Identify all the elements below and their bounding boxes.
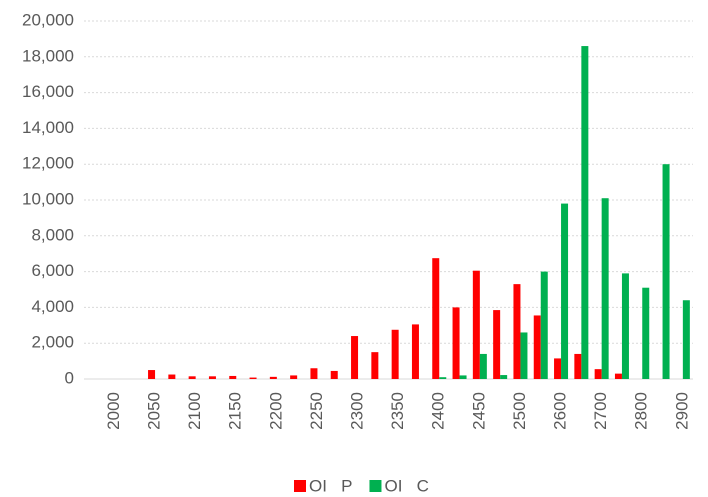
x-tick-label: 2700 [591, 392, 610, 430]
bar [614, 373, 622, 379]
bar [540, 271, 548, 379]
y-tick-label: 18,000 [22, 46, 74, 65]
legend-swatch [294, 480, 306, 492]
bar [168, 374, 176, 379]
x-tick-label: 2050 [145, 392, 164, 430]
x-tick-label: 2150 [226, 392, 245, 430]
y-tick-label: 8,000 [31, 225, 74, 244]
bar [533, 315, 541, 379]
bar [561, 203, 569, 379]
bar [520, 332, 528, 379]
y-tick-label: 16,000 [22, 82, 74, 101]
x-tick-label: 2100 [185, 392, 204, 430]
bar [208, 376, 216, 379]
legend-label: OI P [309, 476, 352, 495]
y-tick-label: 0 [65, 368, 74, 387]
legend-swatch [369, 480, 382, 492]
bar [621, 273, 629, 379]
y-tick-label: 20,000 [22, 10, 74, 29]
bar [411, 324, 419, 379]
bar [371, 352, 379, 379]
bar [581, 46, 589, 380]
bar [351, 336, 359, 379]
x-tick-label: 2250 [307, 392, 326, 430]
bar [290, 375, 298, 379]
bar [452, 307, 460, 379]
bar [439, 377, 447, 379]
x-tick-label: 2400 [429, 392, 448, 430]
bar [513, 284, 521, 379]
bar [269, 376, 277, 379]
bar [682, 300, 690, 379]
x-tick-label: 2000 [104, 392, 123, 430]
x-tick-label: 2600 [551, 392, 570, 430]
y-tick-label: 4,000 [31, 297, 74, 316]
bar [188, 376, 196, 379]
y-tick-label: 2,000 [31, 333, 74, 352]
bar [432, 258, 440, 379]
x-tick-label: 2450 [469, 392, 488, 430]
bar [662, 164, 670, 379]
x-tick-label: 2900 [672, 392, 691, 430]
y-tick-label: 14,000 [22, 118, 74, 137]
bar [472, 270, 480, 379]
bar [554, 358, 562, 379]
bar [459, 375, 467, 379]
bar [479, 353, 487, 379]
bar [310, 368, 318, 379]
bar [391, 329, 399, 379]
x-tick-label: 2500 [510, 392, 529, 430]
bar [493, 310, 501, 379]
y-tick-label: 10,000 [22, 189, 74, 208]
bar [330, 370, 338, 379]
bar [249, 377, 257, 379]
x-tick-label: 2350 [388, 392, 407, 430]
bar [601, 198, 609, 379]
bar [229, 375, 237, 379]
bar [148, 370, 156, 379]
x-tick-label: 2200 [266, 392, 285, 430]
legend-label: OI C [384, 476, 428, 495]
bar [500, 375, 508, 379]
bar [594, 369, 602, 379]
bar [642, 287, 650, 379]
bar [574, 353, 582, 379]
x-tick-label: 2800 [632, 392, 651, 430]
y-tick-label: 12,000 [22, 154, 74, 173]
y-tick-label: 6,000 [31, 261, 74, 280]
x-tick-label: 2300 [348, 392, 367, 430]
